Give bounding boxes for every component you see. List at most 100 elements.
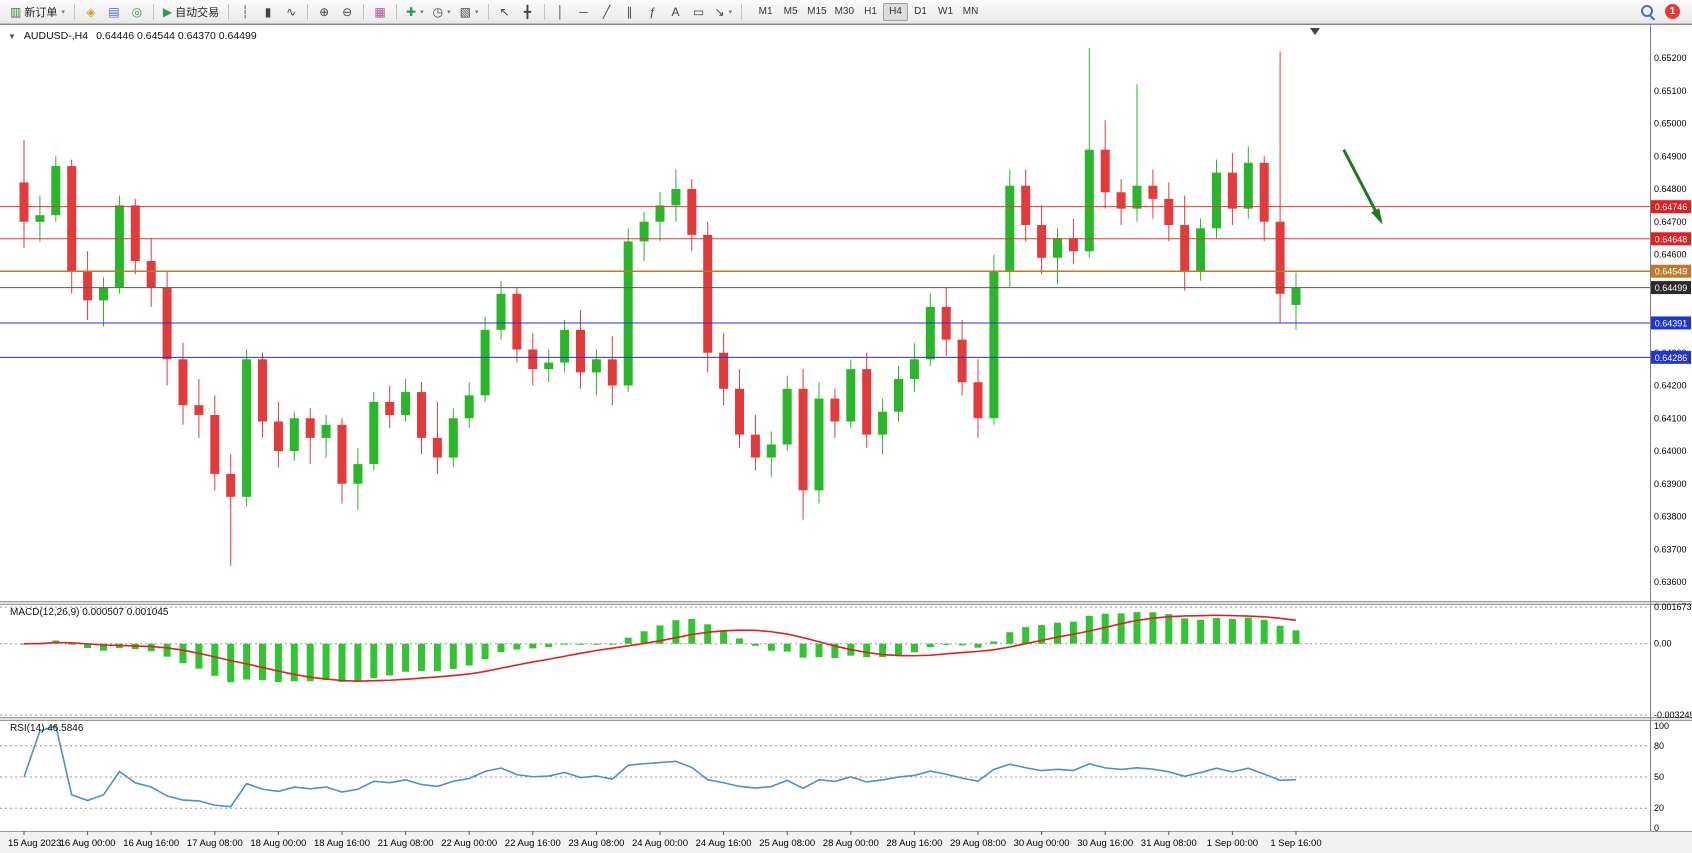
- svg-text:0.64600: 0.64600: [1654, 250, 1687, 260]
- vertical-line-button[interactable]: │: [550, 2, 572, 22]
- macd-bar: [243, 643, 251, 680]
- data-window-button[interactable]: ▤: [103, 2, 125, 22]
- timeframe-h4[interactable]: H4: [883, 2, 909, 21]
- indicators-menu-button[interactable]: ▧ ▾: [456, 2, 483, 22]
- equidistant-channel-button[interactable]: ∥: [619, 2, 641, 22]
- candle-body: [114, 205, 124, 288]
- candlestick-type-button[interactable]: ▮: [257, 2, 279, 22]
- timeframe-mn[interactable]: MN: [962, 6, 979, 17]
- toolbar-button-groups: ▥ 新订单 ▾ ◈ ▤ ◎ ▶ 自动交易 ┆ ▮ ∿ ⊕ ⊖ ▦ ✚ ▾ ◷ ▾ ▧ ▾ ↖ ╋ │ ─ ╱ ∥ ƒ A ▭ ↘ ▾: [6, 2, 736, 22]
- cursor-button[interactable]: ↖: [494, 2, 516, 22]
- candle-body: [480, 329, 490, 396]
- crosshair-button[interactable]: ╋: [517, 2, 539, 22]
- tile-windows-button[interactable]: ▦: [369, 2, 391, 22]
- candle-body: [1275, 221, 1285, 294]
- candle-body: [639, 221, 649, 242]
- candle-body: [671, 189, 681, 206]
- macd-bar: [608, 643, 616, 645]
- fibonacci-icon: ƒ: [649, 4, 656, 19]
- cursor-icon: ↖: [499, 4, 510, 19]
- bar-chart-type-button[interactable]: ┆: [234, 2, 256, 22]
- svg-text:18 Aug 16:00: 18 Aug 16:00: [314, 838, 370, 849]
- price-line-badge: [1651, 316, 1691, 330]
- svg-text:0.63900: 0.63900: [1654, 479, 1687, 489]
- macd-bar: [656, 625, 664, 644]
- timeframe-m15[interactable]: M15: [807, 6, 827, 17]
- macd-bar: [68, 643, 76, 645]
- toolbar: ▥ 新订单 ▾ ◈ ▤ ◎ ▶ 自动交易 ┆ ▮ ∿ ⊕ ⊖ ▦ ✚ ▾ ◷ ▾ ▧ ▾ ↖ ╋ │ ─ ╱ ∥ ƒ A ▭ ↘ ▾ M1 M…: [0, 0, 1692, 24]
- collapse-arrow-icon[interactable]: ▼: [8, 31, 16, 41]
- candle-body: [1291, 287, 1301, 305]
- notification-badge[interactable]: 1: [1665, 4, 1680, 19]
- dropdown-caret-icon: ▾: [61, 8, 65, 16]
- zoom-in-icon: ⊕: [319, 4, 330, 19]
- candle-body: [19, 182, 29, 222]
- text-button[interactable]: A: [665, 2, 687, 22]
- timeframe-h1[interactable]: H1: [864, 6, 877, 17]
- timeframe-w1[interactable]: W1: [938, 6, 954, 17]
- svg-text:0.64900: 0.64900: [1654, 151, 1687, 161]
- zoom-out-button[interactable]: ⊖: [336, 2, 358, 22]
- chart-canvas[interactable]: 0.65200 0.65100 0.65000 0.64900 0.64800 0.647…: [0, 25, 1692, 853]
- text-label-button[interactable]: ▭: [688, 2, 710, 22]
- navigator-button[interactable]: ◎: [126, 2, 148, 22]
- search-icon[interactable]: [1641, 4, 1655, 19]
- svg-text:0.65000: 0.65000: [1654, 119, 1687, 129]
- svg-text:0: 0: [1654, 823, 1659, 833]
- candle-body: [83, 270, 93, 301]
- pane-splitter[interactable]: [0, 601, 1692, 605]
- timeframe-m5[interactable]: M5: [783, 6, 798, 17]
- svg-text:0.63700: 0.63700: [1654, 544, 1687, 554]
- fibonacci-button[interactable]: ƒ: [642, 2, 664, 22]
- timeframe-d1[interactable]: D1: [914, 6, 927, 17]
- timeframe-m30[interactable]: M30: [834, 6, 855, 17]
- candles-layer: [19, 48, 1301, 566]
- vertical-line-icon: │: [556, 4, 565, 19]
- candle-body: [432, 437, 442, 458]
- macd-bar: [322, 643, 330, 681]
- zoom-in-button[interactable]: ⊕: [313, 2, 335, 22]
- arrows-icon: ↘: [714, 4, 725, 19]
- horizontal-line-button[interactable]: ─: [573, 2, 595, 22]
- dropdown-caret-icon: ▾: [420, 8, 424, 16]
- market-watch-button[interactable]: ◈: [80, 2, 102, 22]
- candle-body: [289, 418, 299, 451]
- timeframe-m1[interactable]: M1: [758, 6, 773, 17]
- candle-body: [210, 414, 220, 474]
- macd-bar: [672, 620, 680, 644]
- chart-background: [0, 25, 1692, 853]
- arrows-button[interactable]: ↘ ▾: [711, 2, 737, 22]
- macd-bar: [1276, 625, 1284, 644]
- candle-body: [35, 215, 45, 222]
- pane-splitter[interactable]: [0, 717, 1692, 721]
- candle-body: [687, 189, 697, 235]
- macd-bar: [1038, 625, 1046, 644]
- svg-text:100: 100: [1654, 721, 1669, 731]
- auto-trading-button[interactable]: ▶ 自动交易: [159, 2, 223, 22]
- market-watch-icon: ◈: [86, 4, 96, 19]
- macd-bar: [529, 643, 537, 649]
- macd-bar: [1181, 618, 1189, 644]
- new-order-icon: ▥: [10, 4, 22, 19]
- svg-text:-0.003249: -0.003249: [1654, 710, 1692, 720]
- price-line-badge: [1651, 281, 1691, 295]
- candle-body: [989, 270, 999, 419]
- chart-shift-marker[interactable]: [1310, 28, 1320, 35]
- candle-body: [973, 382, 983, 419]
- candle-body: [305, 418, 315, 438]
- macd-bar: [720, 630, 728, 644]
- new-chart-button[interactable]: ✚ ▾: [402, 2, 428, 22]
- profiles-button[interactable]: ◷ ▾: [429, 2, 455, 22]
- line-chart-type-button[interactable]: ∿: [280, 2, 302, 22]
- candle-body: [655, 205, 665, 222]
- candle-body: [862, 369, 872, 435]
- time-axis-strip: [0, 831, 1692, 853]
- candle-body: [1148, 185, 1158, 199]
- trendline-button[interactable]: ╱: [596, 2, 618, 22]
- trend-arrow-annotation[interactable]: [1342, 149, 1383, 225]
- macd-bar: [1054, 622, 1061, 644]
- chart-window: 0.65200 0.65100 0.65000 0.64900 0.64800 0.647…: [0, 24, 1692, 853]
- svg-text:28 Aug 16:00: 28 Aug 16:00: [886, 838, 942, 849]
- new-order-button[interactable]: ▥ 新订单 ▾: [6, 2, 69, 22]
- svg-text:15 Aug 2023: 15 Aug 2023: [8, 838, 61, 849]
